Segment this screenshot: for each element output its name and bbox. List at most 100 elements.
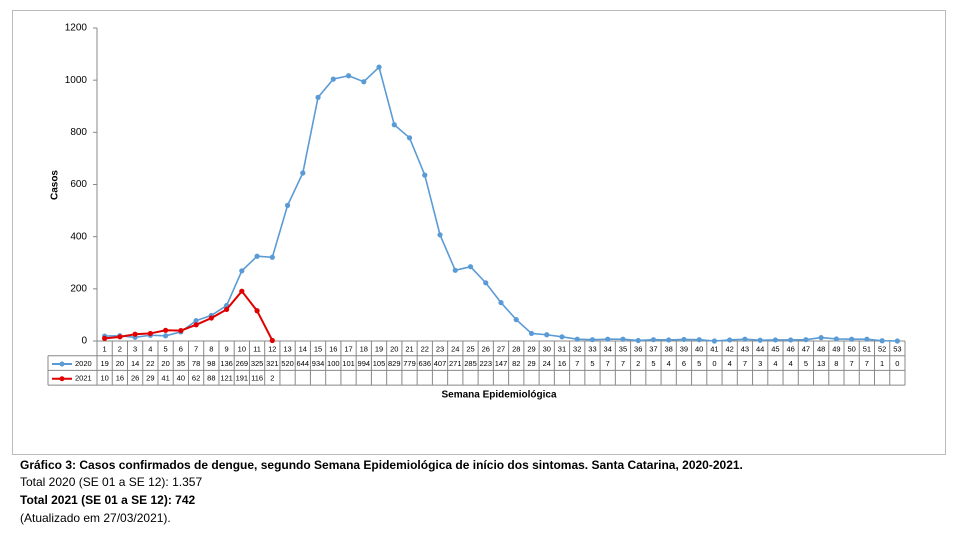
- x-tick-label: 42: [726, 344, 734, 353]
- caption-updated: (Atualizado em 27/03/2021).: [20, 511, 171, 525]
- x-tick-label: 11: [253, 344, 261, 353]
- table-value: 271: [449, 359, 462, 368]
- data-point: [467, 264, 474, 270]
- data-point: [406, 135, 413, 141]
- x-tick-label: 7: [194, 344, 198, 353]
- data-point: [605, 336, 611, 342]
- table-value: 285: [464, 359, 477, 368]
- data-point: [635, 337, 641, 344]
- table-value: 82: [512, 359, 520, 368]
- y-tick-label: 1000: [65, 75, 88, 86]
- table-value: 636: [419, 359, 432, 368]
- table-value: 2: [270, 374, 274, 383]
- data-point: [193, 318, 199, 324]
- table-value: 325: [251, 359, 264, 368]
- data-point: [391, 122, 397, 128]
- data-point: [452, 267, 458, 273]
- x-tick-label: 3: [133, 344, 137, 353]
- data-point: [345, 73, 352, 79]
- table-value: 934: [312, 359, 325, 368]
- x-tick-label: 50: [847, 344, 855, 353]
- table-value: 4: [789, 359, 793, 368]
- table-value: 4: [773, 359, 777, 368]
- data-point: [163, 333, 169, 339]
- data-point: [864, 336, 870, 342]
- table-value: 26: [131, 374, 139, 383]
- legend-marker: [59, 376, 65, 382]
- table-value: 41: [161, 374, 169, 383]
- table-value: 29: [527, 359, 535, 368]
- table-value: 6: [682, 359, 686, 368]
- data-point: [498, 300, 504, 306]
- table-value: 13: [817, 359, 825, 368]
- x-tick-label: 52: [878, 344, 886, 353]
- y-tick-label: 0: [81, 336, 87, 347]
- data-point: [696, 337, 702, 343]
- table-value: 407: [434, 359, 447, 368]
- x-tick-label: 15: [314, 344, 322, 353]
- x-tick-label: 35: [619, 344, 627, 353]
- table-value: 1: [880, 359, 884, 368]
- table-value: 62: [192, 374, 200, 383]
- table-value: 101: [342, 359, 355, 368]
- table-value: 7: [621, 359, 625, 368]
- data-point: [284, 202, 291, 208]
- y-tick-label: 1200: [65, 23, 88, 34]
- data-point: [437, 232, 443, 238]
- table-value: 779: [403, 359, 416, 368]
- table-value: 7: [850, 359, 854, 368]
- x-tick-label: 49: [832, 344, 840, 353]
- table-value: 7: [865, 359, 869, 368]
- data-point: [178, 327, 184, 334]
- data-point: [528, 330, 535, 337]
- x-tick-label: 30: [543, 344, 551, 353]
- table-value: 0: [895, 359, 899, 368]
- data-point: [849, 336, 855, 342]
- data-point: [711, 338, 718, 344]
- y-axis-label: Casos: [50, 170, 61, 200]
- x-tick-label: 33: [588, 344, 596, 353]
- data-point: [208, 315, 214, 321]
- x-tick-label: 45: [771, 344, 779, 353]
- table-value: 644: [297, 359, 310, 368]
- data-point: [833, 336, 839, 342]
- x-tick-label: 17: [344, 344, 352, 353]
- table-value: 147: [495, 359, 508, 368]
- y-tick-label: 200: [70, 283, 87, 294]
- y-tick-label: 400: [70, 231, 87, 242]
- data-point: [163, 327, 169, 333]
- table-value: 7: [743, 359, 747, 368]
- y-tick-label: 600: [70, 179, 87, 190]
- table-value: 7: [606, 359, 610, 368]
- table-value: 223: [479, 359, 492, 368]
- chart-frame: [12, 10, 946, 455]
- y-tick-label: 800: [70, 127, 87, 138]
- x-tick-label: 48: [817, 344, 825, 353]
- x-tick-label: 38: [665, 344, 673, 353]
- data-point: [681, 336, 687, 343]
- x-tick-label: 10: [238, 344, 246, 353]
- x-tick-label: 29: [527, 344, 535, 353]
- data-point: [772, 337, 779, 343]
- data-point: [254, 308, 260, 314]
- table-value: 20: [116, 359, 124, 368]
- table-value: 3: [758, 359, 762, 368]
- data-point: [330, 76, 336, 82]
- table-value: 321: [266, 359, 279, 368]
- table-value: 7: [575, 359, 579, 368]
- x-tick-label: 24: [451, 344, 459, 353]
- data-point: [818, 335, 824, 341]
- table-value: 0: [712, 359, 716, 368]
- x-tick-label: 53: [893, 344, 901, 353]
- x-tick-label: 19: [375, 344, 383, 353]
- data-point: [803, 337, 809, 343]
- x-tick-label: 46: [786, 344, 794, 353]
- data-point: [757, 337, 763, 343]
- data-point: [361, 79, 367, 85]
- x-tick-label: 8: [209, 344, 213, 353]
- data-point: [894, 338, 900, 344]
- data-point: [559, 334, 565, 340]
- table-value: 16: [116, 374, 124, 383]
- legend-marker: [59, 361, 65, 367]
